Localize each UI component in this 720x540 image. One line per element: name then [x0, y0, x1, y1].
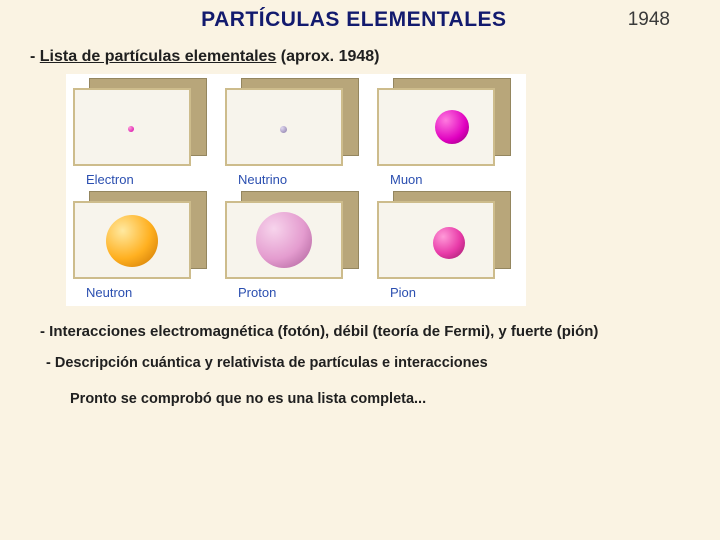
neutron-icon: [106, 215, 158, 267]
particle-label: Muon: [376, 170, 518, 191]
subtitle-prefix: -: [30, 48, 40, 65]
muon-icon: [435, 110, 469, 144]
page-title: PARTÍCULAS ELEMENTALES: [0, 8, 628, 32]
particle-label: Neutrino: [224, 170, 366, 191]
subtitle: - Lista de partículas elementales (aprox…: [0, 36, 720, 74]
subtitle-suffix: (aprox. 1948): [276, 48, 379, 65]
frame-neutron: [73, 191, 213, 283]
particle-label: Neutron: [72, 283, 214, 304]
frame-electron: [73, 78, 213, 170]
header: PARTÍCULAS ELEMENTALES 1948: [0, 0, 720, 36]
particle-label: Pion: [376, 283, 518, 304]
electron-icon: [128, 126, 134, 132]
particle-cell-pion: Pion: [376, 191, 518, 304]
particle-cell-electron: Electron: [72, 78, 214, 191]
pion-icon: [433, 227, 465, 259]
body-line-conclusion: Pronto se comprobó que no es una lista c…: [0, 390, 720, 409]
particle-cell-muon: Muon: [376, 78, 518, 191]
subtitle-underlined: Lista de partículas elementales: [40, 48, 277, 65]
proton-icon: [256, 212, 312, 268]
particle-cell-neutron: Neutron: [72, 191, 214, 304]
body-line-interactions: - Interacciones electromagnética (fotón)…: [0, 322, 720, 342]
particle-cell-proton: Proton: [224, 191, 366, 304]
body-line-description: - Descripción cuántica y relativista de …: [0, 354, 720, 373]
year-label: 1948: [628, 9, 680, 31]
particle-cell-neutrino: Neutrino: [224, 78, 366, 191]
frame-neutrino: [225, 78, 365, 170]
particle-label: Electron: [72, 170, 214, 191]
particle-grid: Electron Neutrino Muon Neutron: [66, 74, 526, 306]
frame-muon: [377, 78, 517, 170]
particle-label: Proton: [224, 283, 366, 304]
frame-pion: [377, 191, 517, 283]
particle-row: Electron Neutrino Muon: [72, 78, 520, 191]
frame-proton: [225, 191, 365, 283]
particle-row: Neutron Proton Pion: [72, 191, 520, 304]
neutrino-icon: [280, 126, 287, 133]
